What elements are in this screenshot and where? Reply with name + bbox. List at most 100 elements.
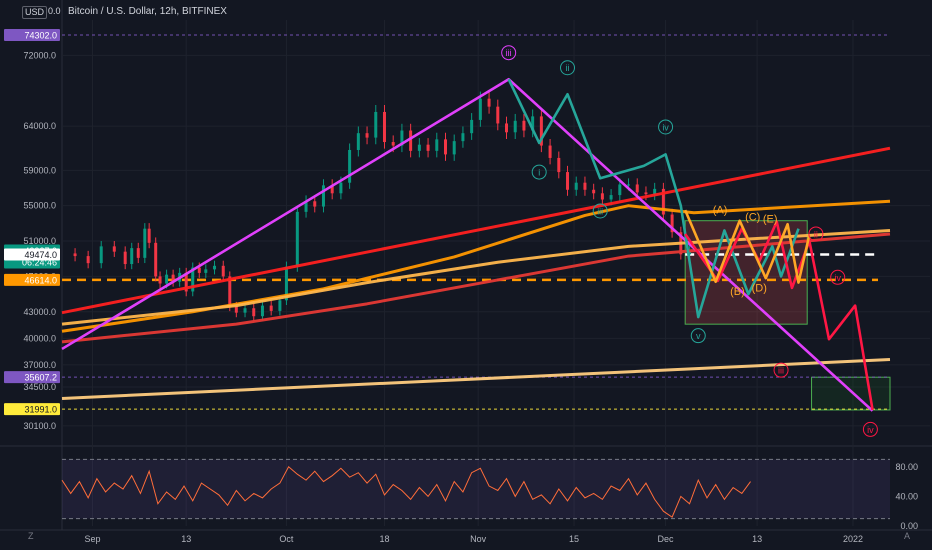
candle-body (269, 305, 273, 311)
wave-label: v (696, 331, 701, 341)
candle-body (443, 139, 447, 155)
candle-body (260, 305, 264, 317)
wave-label: (C) (745, 212, 760, 224)
candle-body (661, 188, 665, 215)
trend-line (61, 232, 891, 344)
price-tick-label: 72000.0 (23, 50, 56, 60)
candle-body (252, 308, 256, 317)
price-badge-label: 35607.2 (24, 373, 57, 383)
candle-body (470, 119, 474, 134)
wave-label: (E) (763, 213, 778, 225)
price-tick-label: 30100.0 (23, 421, 56, 431)
candle-body (365, 133, 369, 138)
candle-body (374, 111, 378, 138)
price-tick-label: 51000.0 (23, 236, 56, 246)
rsi-band (62, 459, 890, 519)
candle-body (313, 201, 317, 207)
candle-body (73, 253, 77, 257)
candle-body (670, 214, 674, 233)
wave-label: ii (566, 63, 570, 73)
wave-label-circle (830, 269, 846, 285)
wave-label: iv (867, 425, 874, 435)
wave-label: (A) (713, 205, 728, 217)
price-grid (62, 20, 930, 526)
candle-body (348, 149, 352, 183)
candle-body (539, 116, 543, 146)
candle-body (356, 133, 360, 150)
wave-label-circle (658, 119, 674, 135)
candle-body (184, 272, 188, 292)
time-tick-label: 18 (379, 534, 389, 544)
wave-label: iv (834, 273, 841, 283)
autoscale-button[interactable]: A (904, 531, 911, 541)
candle-body (197, 267, 201, 273)
time-tick-label: 13 (181, 534, 191, 544)
wave-label: iii (506, 48, 512, 58)
candle-body (548, 145, 552, 158)
wave-label: i (538, 168, 540, 178)
candle-body (461, 133, 465, 142)
price-badge (4, 371, 60, 384)
candle-body (574, 182, 578, 190)
candle-body (243, 308, 247, 313)
time-tick-label: 15 (569, 534, 579, 544)
candle-body (391, 142, 395, 146)
time-tick-label: Dec (658, 534, 675, 544)
rsi-tick-label: 80.00 (895, 462, 918, 472)
wave-path (507, 78, 800, 319)
candle-body (284, 266, 288, 301)
time-tick-label: Nov (470, 534, 487, 544)
candle-body (204, 269, 208, 273)
candle-body (99, 246, 103, 264)
candle-body (321, 185, 325, 207)
candle-body (435, 139, 439, 151)
wave-path (684, 220, 874, 411)
price-tick-label: 37000.0 (23, 360, 56, 370)
price-badge (4, 248, 60, 261)
candle-body (112, 246, 116, 252)
currency-label[interactable]: USD (22, 6, 48, 19)
candle-body (382, 111, 386, 143)
candle-body (531, 116, 535, 131)
candle-body (452, 141, 456, 155)
price-badge (4, 403, 60, 416)
candle-body (123, 251, 127, 265)
candle-body (644, 192, 648, 195)
price-tick-label: 55000.0 (23, 201, 56, 211)
candle-body (513, 120, 517, 133)
candle-body (522, 120, 526, 131)
price-badge-label: 74302.0 (24, 31, 57, 41)
price-tick-label: 59000.0 (23, 165, 56, 175)
candle-body (158, 276, 162, 284)
timezone-button[interactable]: Z (28, 531, 34, 541)
wave-label: iv (662, 122, 669, 132)
price-badge-label: 46614.0 (24, 275, 57, 285)
candle-body (618, 184, 622, 196)
rsi-tick-label: 40.00 (895, 491, 918, 501)
candle-body (505, 123, 509, 133)
candle-body (496, 106, 500, 124)
candle-body (213, 265, 217, 270)
time-tick-label: 2022 (843, 534, 863, 544)
candle-body (609, 195, 613, 200)
trend-line (61, 146, 891, 315)
candle-body (295, 211, 299, 267)
candle-body (147, 228, 151, 243)
candle-body (330, 185, 334, 194)
candle-body (228, 276, 232, 307)
candle-body (627, 184, 631, 186)
candle-body (165, 274, 169, 284)
wave-label-circle (501, 45, 517, 61)
price-badge (4, 273, 60, 286)
candle-body (417, 144, 421, 151)
rsi-tick-label: 0.00 (900, 521, 918, 531)
trend-line (61, 358, 891, 400)
candle-body (339, 182, 343, 194)
wave-label-circle (808, 226, 824, 242)
wave-label: (B) (730, 286, 745, 298)
candle-body (653, 188, 657, 195)
wave-label-circle (560, 60, 576, 76)
countdown-label: 06:24:46 (22, 257, 57, 267)
candle-body (583, 182, 587, 190)
